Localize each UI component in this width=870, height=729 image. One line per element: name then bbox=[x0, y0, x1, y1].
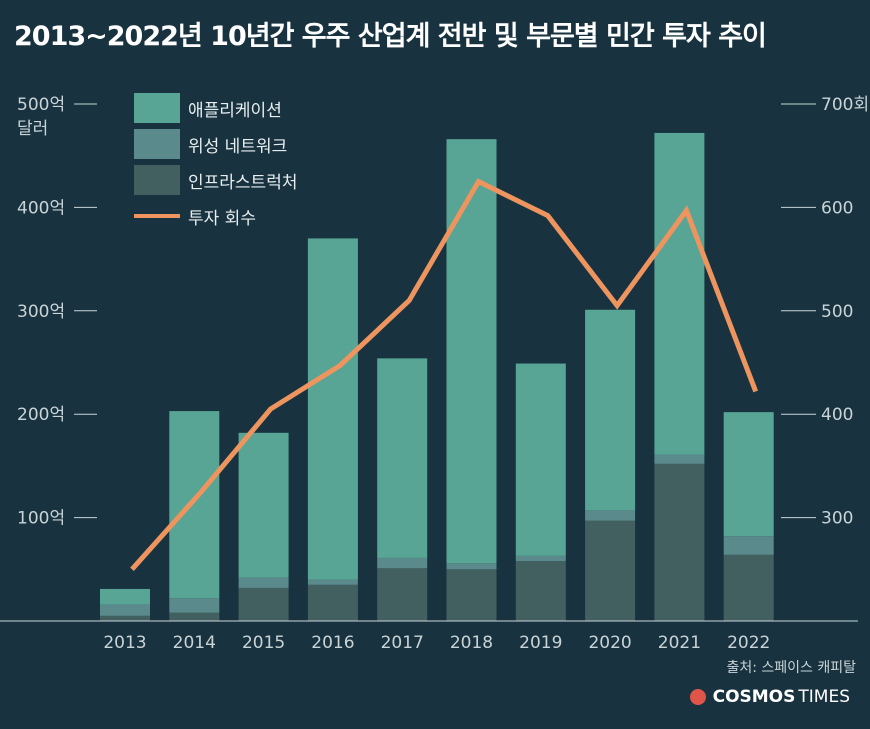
bar-infrastructure bbox=[169, 612, 220, 621]
legend-swatch-infrastructure bbox=[134, 165, 180, 195]
legend-label-applications: 애플리케이션 bbox=[188, 100, 282, 121]
bar-infrastructure bbox=[723, 554, 774, 621]
page-title: 2013~2022년 10년간 우주 산업계 전반 및 부문별 민간 투자 추이 bbox=[14, 21, 767, 52]
chart-legend: 애플리케이션 위성 네트워크 인프라스트럭처 투자 회수 bbox=[134, 90, 297, 234]
x-axis-tick-label: 2016 bbox=[311, 633, 354, 653]
right-axis-tick-label: 300 bbox=[821, 509, 853, 529]
bar-satellites bbox=[446, 563, 497, 570]
bar-satellites bbox=[723, 536, 774, 555]
bar-infrastructure bbox=[238, 587, 289, 621]
x-axis-tick-label: 2020 bbox=[588, 633, 631, 653]
x-axis-tick-label: 2022 bbox=[727, 633, 770, 653]
bar-infrastructure bbox=[515, 561, 566, 621]
x-axis-tick-label: 2014 bbox=[173, 633, 216, 653]
left-axis-tick-label: 500억 bbox=[17, 95, 65, 115]
left-axis-tick-label: 300억 bbox=[17, 302, 65, 322]
left-axis-tick-label: 200억 bbox=[17, 405, 65, 425]
bar-applications bbox=[169, 411, 220, 599]
legend-swatch-exits bbox=[134, 214, 180, 218]
bar-satellites bbox=[238, 577, 289, 588]
legend-label-exits: 투자 회수 bbox=[188, 208, 256, 229]
bar-satellites bbox=[377, 557, 428, 569]
bar-satellites bbox=[585, 510, 636, 521]
x-axis-tick-label: 2018 bbox=[450, 633, 493, 653]
x-axis-tick-label: 2021 bbox=[658, 633, 701, 653]
right-axis-tick-label: 600 bbox=[821, 198, 853, 218]
bar-applications bbox=[100, 588, 150, 605]
x-axis-tick-label: 2017 bbox=[381, 633, 424, 653]
bar-applications bbox=[446, 139, 497, 564]
right-axis-tick-label: 400 bbox=[821, 405, 853, 425]
legend-swatch-applications bbox=[134, 93, 180, 123]
exits-line bbox=[130, 178, 759, 571]
x-axis-tick-label: 2013 bbox=[103, 633, 146, 653]
brand-name-bold: COSMOS bbox=[712, 687, 796, 707]
right-axis-tick-label: 700회 bbox=[821, 95, 869, 115]
left-axis-unit: 달러 bbox=[17, 93, 48, 141]
legend-item-exits: 투자 회수 bbox=[134, 198, 297, 234]
brand-name-light: TIMES bbox=[798, 687, 850, 707]
bar-applications bbox=[723, 412, 774, 537]
left-axis-tick-label: 400억 bbox=[17, 198, 65, 218]
bar-applications bbox=[238, 432, 289, 578]
bar-satellites bbox=[100, 604, 150, 616]
bar-infrastructure bbox=[446, 569, 497, 621]
bar-satellites bbox=[169, 598, 220, 613]
legend-swatch-satellites bbox=[134, 129, 180, 159]
legend-item-applications: 애플리케이션 bbox=[134, 90, 297, 126]
bar-satellites bbox=[307, 579, 358, 585]
source-note: 출처: 스페이스 캐피탈 bbox=[726, 660, 856, 676]
brand-logo-icon bbox=[689, 689, 706, 705]
legend-label-satellites: 위성 네트워크 bbox=[188, 136, 288, 157]
brand-mark: COSMOS TIMES bbox=[689, 687, 850, 707]
left-axis-tick-label: 100억 bbox=[17, 509, 65, 529]
bar-infrastructure bbox=[585, 520, 636, 621]
bar-applications bbox=[377, 358, 428, 558]
bar-applications bbox=[515, 363, 566, 556]
bar-infrastructure bbox=[377, 568, 428, 621]
bar-satellites bbox=[515, 555, 566, 562]
legend-label-infrastructure: 인프라스트럭처 bbox=[188, 172, 298, 193]
legend-item-infrastructure: 인프라스트럭처 bbox=[134, 162, 297, 198]
bar-applications bbox=[307, 238, 358, 580]
x-axis-tick-label: 2019 bbox=[519, 633, 562, 653]
bar-infrastructure bbox=[654, 463, 705, 621]
bar-satellites bbox=[654, 454, 705, 464]
bar-applications bbox=[585, 309, 636, 511]
right-axis-tick-label: 500 bbox=[821, 302, 853, 322]
left-axis-unit-label: 달러 bbox=[17, 119, 49, 139]
bar-infrastructure bbox=[307, 584, 358, 621]
bar-infrastructure bbox=[100, 615, 150, 621]
x-axis-tick-label: 2015 bbox=[242, 633, 285, 653]
bar-applications bbox=[654, 132, 705, 455]
legend-item-satellites: 위성 네트워크 bbox=[134, 126, 297, 162]
